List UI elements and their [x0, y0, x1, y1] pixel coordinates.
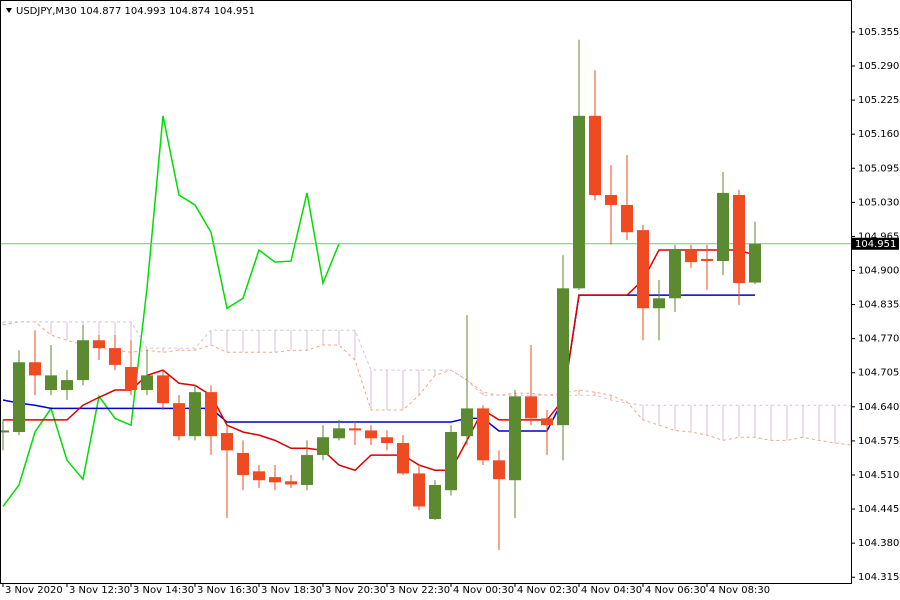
y-tick-label: 104.900 — [858, 266, 899, 277]
candle-body — [109, 348, 121, 365]
candle-body — [269, 477, 281, 483]
candle-body — [685, 250, 697, 263]
candle-body — [589, 115, 601, 195]
header: USDJPY,M30 104.877 104.993 104.874 104.9… — [6, 6, 255, 17]
candle-body — [477, 408, 489, 461]
candle-body — [333, 428, 345, 439]
candle-body — [621, 204, 633, 233]
candle-body — [45, 375, 57, 391]
y-tick-label: 104.445 — [858, 504, 899, 515]
candle-body — [701, 258, 713, 262]
y-tick-label: 104.770 — [858, 334, 899, 345]
candle-body — [365, 430, 377, 439]
price-label: 104.951 — [855, 239, 896, 250]
candle-body — [141, 375, 153, 391]
high-value: 104.993 — [125, 6, 166, 17]
candle-body — [125, 366, 137, 391]
candle-body — [493, 460, 505, 480]
candle-body — [285, 481, 297, 485]
close-value: 104.951 — [214, 6, 255, 17]
header-text: USDJPY,M30 104.877 104.993 104.874 104.9… — [16, 6, 255, 17]
cloud-line — [2, 321, 851, 446]
y-tick-label: 105.095 — [858, 163, 899, 174]
candle-body — [253, 471, 265, 481]
candle-body — [381, 437, 393, 444]
candle-body — [445, 431, 457, 491]
cloud-line — [3, 321, 851, 406]
candle-body — [541, 418, 553, 426]
low-value: 104.874 — [169, 6, 210, 17]
y-tick-label: 104.705 — [858, 368, 899, 379]
candle-body — [733, 195, 745, 284]
y-tick-label: 105.290 — [858, 61, 899, 72]
x-tick-label: 4 Nov 04:30 — [581, 585, 642, 596]
y-tick-label: 104.315 — [858, 572, 899, 583]
indicator-line — [2, 294, 755, 432]
x-tick-label: 3 Nov 14:30 — [133, 585, 194, 596]
candle-body — [205, 392, 217, 437]
candle-body — [29, 362, 41, 376]
candle-body — [157, 375, 169, 404]
axes: 105.355 105.290 105.225 105.160 105.095 105.0… — [2, 27, 899, 596]
x-tick-label: 3 Nov 16:30 — [197, 585, 258, 596]
x-tick-label: 3 Nov 18:30 — [261, 585, 322, 596]
candle-body — [221, 433, 233, 451]
y-tick-label: 104.380 — [858, 538, 899, 549]
candle-body — [413, 473, 425, 507]
x-tick-label: 4 Nov 08:30 — [709, 585, 770, 596]
price-label-box — [851, 237, 899, 250]
candle-body — [317, 437, 329, 456]
y-tick-label: 105.225 — [858, 95, 899, 106]
symbol: USDJPY,M30 — [16, 6, 77, 17]
candle-body — [173, 403, 185, 437]
x-tick-label: 4 Nov 00:30 — [453, 585, 514, 596]
x-tick-label: 3 Nov 20:30 — [325, 585, 386, 596]
open-value: 104.877 — [80, 6, 121, 17]
candle-body — [717, 192, 729, 262]
candle-body — [557, 288, 569, 426]
candle-body — [749, 243, 761, 283]
candle-body — [349, 428, 361, 431]
candle-body — [653, 298, 665, 309]
x-tick-label: 4 Nov 02:30 — [517, 585, 578, 596]
plot-frame — [0, 0, 852, 584]
candle-body — [189, 392, 201, 437]
y-tick-label: 104.835 — [858, 300, 899, 311]
candle-body — [1, 430, 9, 433]
candle-body — [429, 484, 441, 520]
y-tick-label: 105.355 — [858, 27, 899, 38]
candle-body — [93, 340, 105, 349]
candle-body — [637, 230, 649, 309]
candle-body — [13, 362, 25, 432]
y-tick-label: 104.510 — [858, 470, 899, 481]
candle-body — [237, 452, 249, 475]
candle-body — [61, 380, 73, 391]
candle-body — [397, 443, 409, 474]
x-tick-label: 4 Nov 06:30 — [645, 585, 706, 596]
x-tick-label: 3 Nov 12:30 — [69, 585, 130, 596]
y-tick-label: 104.640 — [858, 402, 899, 413]
indicator-line — [2, 115, 340, 507]
candle-body — [525, 396, 537, 419]
x-tick-label: 3 Nov 2020 — [5, 585, 63, 596]
candle-body — [669, 250, 681, 299]
candle-body — [509, 396, 521, 481]
candle-body — [301, 455, 313, 485]
indicator-line — [3, 249, 756, 472]
menu-arrow[interactable] — [6, 8, 12, 13]
y-tick-label: 105.160 — [858, 129, 899, 140]
candle-body — [605, 195, 617, 205]
plot-area — [1, 39, 851, 550]
y-tick-label: 104.965 — [858, 231, 899, 242]
candle-body — [461, 408, 473, 437]
y-tick-label: 105.030 — [858, 197, 899, 208]
x-tick-label: 3 Nov 22:30 — [389, 585, 450, 596]
y-tick-label: 104.575 — [858, 436, 899, 447]
candle-body — [77, 340, 89, 381]
candle-body — [573, 115, 585, 289]
